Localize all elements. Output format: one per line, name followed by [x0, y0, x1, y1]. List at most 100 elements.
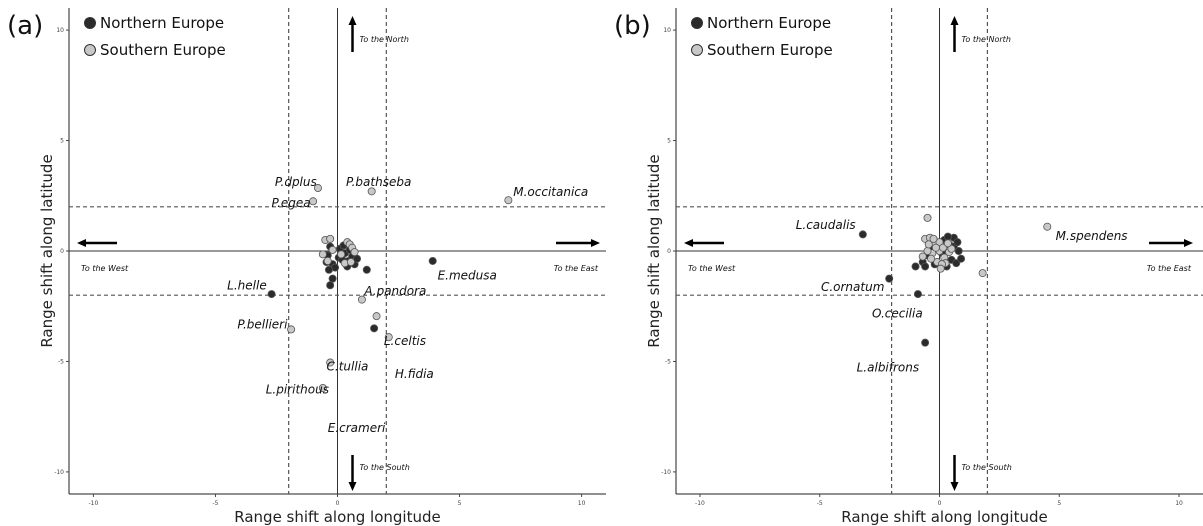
- data-point: [372, 312, 381, 321]
- y-axis-title: Range shift along latitude: [38, 154, 56, 347]
- x-tick-label: 0: [938, 500, 942, 507]
- data-point: [357, 295, 366, 304]
- arrow-south-head: [348, 482, 357, 491]
- data-point: [323, 256, 332, 265]
- arrow-west-head: [684, 239, 693, 247]
- data-point: [943, 232, 952, 241]
- y-tick-label: 5: [667, 138, 671, 145]
- y-tick-label: 10: [663, 27, 671, 34]
- data-point: [953, 238, 962, 247]
- species-label: P.bathseba: [346, 175, 411, 189]
- data-point: [913, 290, 922, 299]
- data-point: [318, 250, 327, 259]
- species-label: H.fidia: [395, 367, 434, 381]
- data-point: [931, 243, 940, 252]
- data-point: [943, 239, 952, 248]
- arrow-west-head: [77, 239, 86, 247]
- legend-label: Southern Europe: [707, 41, 833, 59]
- data-point: [328, 274, 337, 283]
- arrow-north: [950, 16, 959, 52]
- data-point: [921, 262, 930, 271]
- direction-south-label: To the South: [962, 463, 1012, 472]
- x-tick-label: -5: [212, 500, 218, 507]
- species-label: O.cecilia: [872, 306, 923, 320]
- y-tick-label: 10: [56, 27, 64, 34]
- data-point: [328, 245, 337, 254]
- data-point: [287, 325, 296, 334]
- data-point: [924, 240, 933, 249]
- species-label: L.albifrons: [857, 360, 920, 374]
- data-point: [384, 333, 393, 342]
- x-tick-label: 10: [578, 500, 586, 507]
- legend-marker: [84, 44, 96, 56]
- data-point: [929, 234, 938, 243]
- data-point: [947, 244, 956, 253]
- direction-east-label: To the East: [554, 264, 599, 273]
- species-label: E.crameri: [328, 421, 386, 435]
- data-point: [918, 252, 927, 261]
- y-axis-title: Range shift along latitude: [645, 154, 663, 347]
- data-point: [367, 187, 376, 196]
- y-tick-label: -10: [661, 469, 671, 476]
- data-point: [957, 254, 966, 263]
- data-point: [326, 281, 335, 290]
- species-label: P.dplus: [275, 175, 317, 189]
- arrow-south: [348, 455, 357, 491]
- legend-label: Southern Europe: [100, 41, 226, 59]
- x-axis-title: Range shift along longitude: [234, 508, 440, 526]
- panel-label: (b): [614, 11, 651, 41]
- data-point: [350, 248, 359, 257]
- data-point: [267, 290, 276, 299]
- species-label: E.medusa: [438, 269, 497, 283]
- data-point: [318, 383, 327, 392]
- x-tick-label: -5: [817, 500, 823, 507]
- legend-label: Northern Europe: [100, 14, 224, 32]
- data-point: [362, 265, 371, 274]
- data-point: [935, 238, 944, 247]
- legend: Northern Europe Southern Europe: [691, 14, 833, 59]
- arrow-east-head: [1184, 239, 1193, 247]
- y-tick-label: -10: [54, 469, 64, 476]
- arrow-north-head: [950, 16, 959, 25]
- data-point: [1043, 222, 1052, 231]
- data-point: [428, 256, 437, 265]
- x-tick-label: 5: [458, 500, 462, 507]
- arrow-south-head: [950, 482, 959, 491]
- x-tick-label: -10: [89, 500, 99, 507]
- data-point: [313, 184, 322, 193]
- arrow-west: [77, 239, 117, 247]
- direction-west-label: To the West: [688, 264, 736, 273]
- data-point: [927, 254, 936, 263]
- arrow-north: [348, 16, 357, 52]
- direction-west-label: To the West: [81, 264, 129, 273]
- series-southern-europe: [918, 213, 1052, 278]
- data-point: [346, 258, 355, 267]
- data-point: [978, 269, 987, 278]
- legend-label: Northern Europe: [707, 14, 831, 32]
- species-label: P.bellieri: [237, 317, 288, 331]
- direction-north-label: To the North: [360, 35, 409, 44]
- data-point: [309, 197, 318, 206]
- x-tick-label: 10: [1175, 500, 1183, 507]
- y-tick-label: -5: [665, 358, 671, 365]
- arrow-north-head: [348, 16, 357, 25]
- x-axis-title: Range shift along longitude: [841, 508, 1047, 526]
- arrow-east: [1149, 239, 1193, 247]
- data-point: [911, 262, 920, 271]
- direction-east-label: To the East: [1147, 264, 1192, 273]
- data-point: [921, 338, 930, 347]
- data-point: [885, 274, 894, 283]
- data-point: [858, 230, 867, 239]
- species-label: L.celtis: [384, 334, 426, 348]
- x-tick-label: 0: [336, 500, 340, 507]
- species-label: L.caudalis: [796, 218, 856, 232]
- data-point: [326, 234, 335, 243]
- y-tick-label: 5: [60, 138, 64, 145]
- data-point: [324, 265, 333, 274]
- series-southern-europe: [287, 184, 513, 392]
- data-point: [370, 324, 379, 333]
- legend-marker: [691, 17, 703, 29]
- arrow-south: [950, 455, 959, 491]
- species-label: C.ornatum: [821, 280, 884, 294]
